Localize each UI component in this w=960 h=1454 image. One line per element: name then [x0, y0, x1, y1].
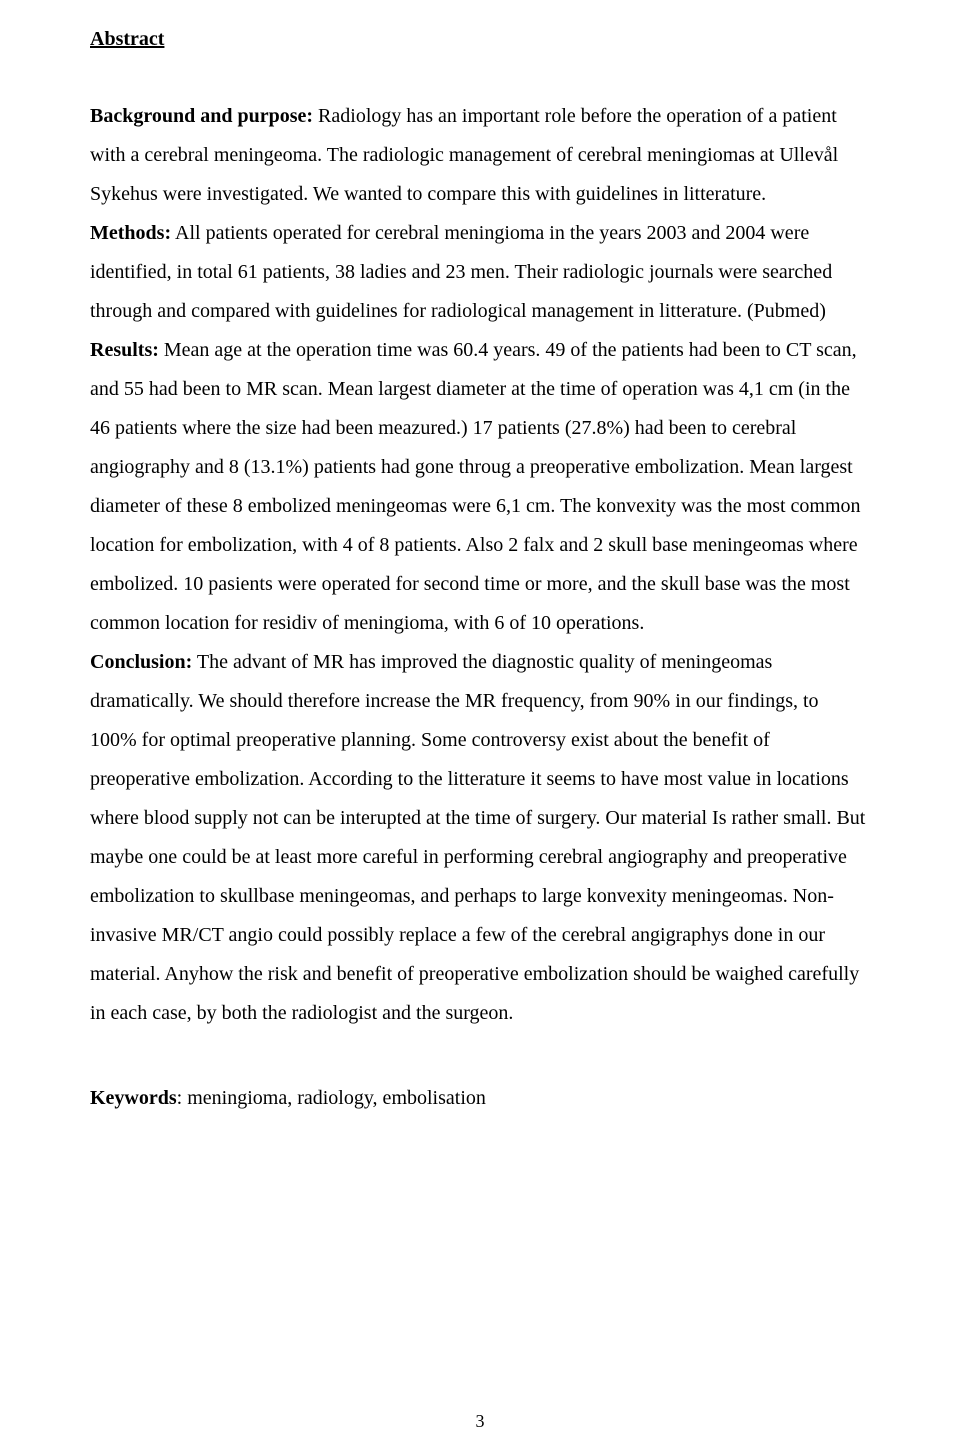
results-label: Results: — [90, 339, 159, 361]
abstract-body: Background and purpose: Radiology has an… — [90, 97, 870, 1033]
methods-text: All patients operated for cerebral menin… — [90, 222, 832, 322]
keywords-block: Keywords: meningioma, radiology, embolis… — [90, 1079, 870, 1118]
conclusion-label: Conclusion: — [90, 651, 192, 673]
page-number: 3 — [0, 1411, 960, 1432]
keywords-text: : meningioma, radiology, embolisation — [177, 1087, 486, 1109]
results-text: Mean age at the operation time was 60.4 … — [90, 339, 861, 634]
methods-label: Methods: — [90, 222, 171, 244]
abstract-title: Abstract — [90, 28, 870, 51]
page: Abstract Background and purpose: Radiolo… — [0, 0, 960, 1454]
background-label: Background and purpose: — [90, 105, 313, 127]
keywords-label: Keywords — [90, 1087, 177, 1109]
conclusion-text: The advant of MR has improved the diagno… — [90, 651, 865, 1024]
